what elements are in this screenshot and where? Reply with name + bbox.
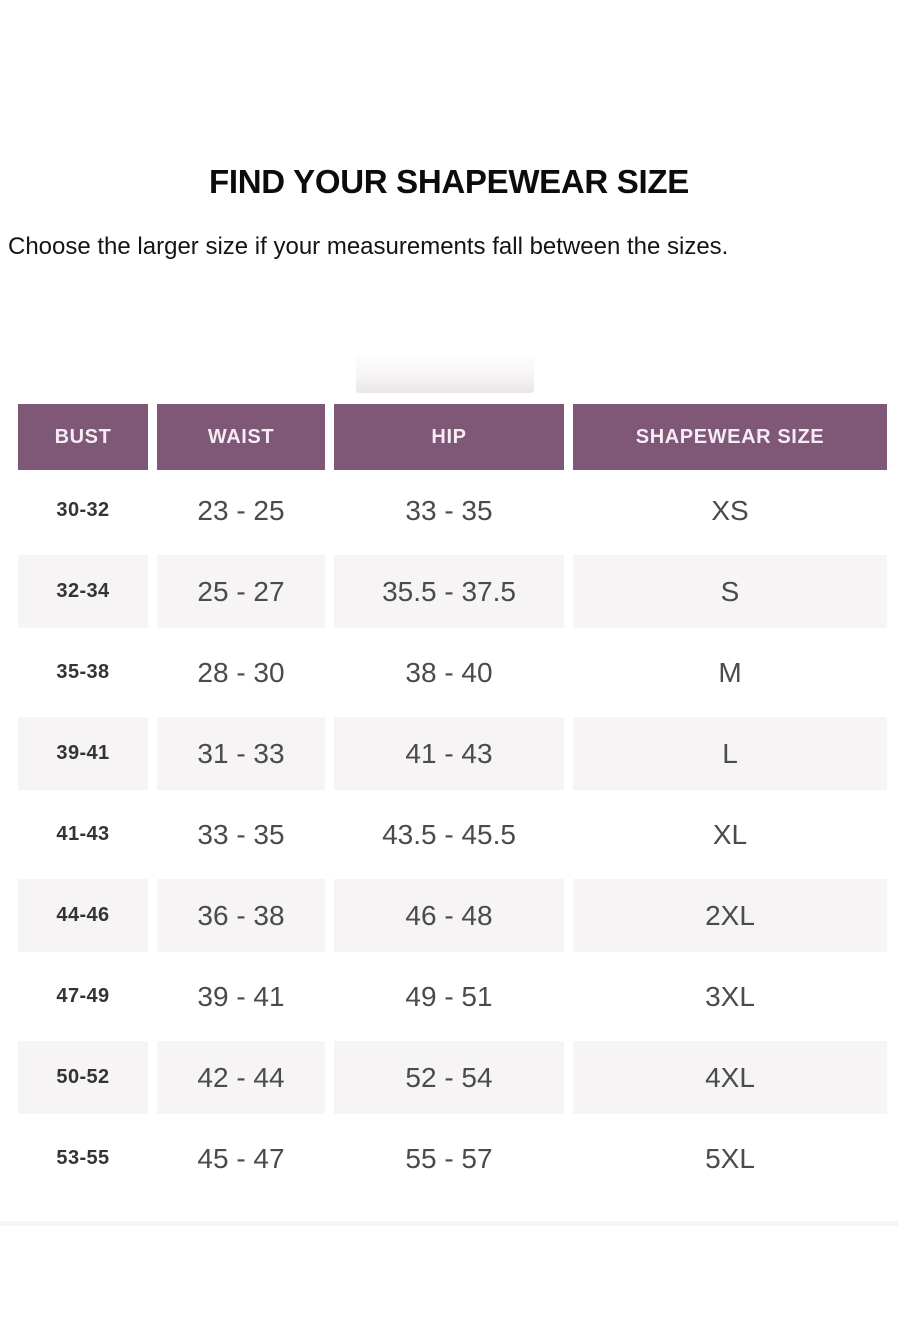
table-row-1-hip-cell: 35.5 - 37.5 [334, 551, 564, 632]
table-row-0-size-cell: XS [573, 470, 887, 551]
table-row-0-hip-cell: 33 - 35 [334, 470, 564, 551]
table-row-4-size-cell: XL [573, 794, 887, 875]
table-row-8-waist-cell: 45 - 47 [157, 1118, 325, 1199]
table-row-5-waist-cell: 36 - 38 [157, 875, 325, 956]
table-row-8-hip-cell: 55 - 57 [334, 1118, 564, 1199]
table-row-7-bust-cell: 50-52 [18, 1037, 148, 1118]
table-row-0-bust-cell: 30-32 [18, 470, 148, 551]
table-row-1-bust-cell: 32-34 [18, 551, 148, 632]
table-row-3-waist-cell: 31 - 33 [157, 713, 325, 794]
section-bottom-divider [0, 1221, 898, 1226]
table-row-4-hip-cell: 43.5 - 45.5 [334, 794, 564, 875]
table-row-6-hip-cell: 49 - 51 [334, 956, 564, 1037]
table-row-2-hip-cell: 38 - 40 [334, 632, 564, 713]
table-row-5-bust-cell: 44-46 [18, 875, 148, 956]
table-row-4-waist-cell: 33 - 35 [157, 794, 325, 875]
table-row-3-size-cell: L [573, 713, 887, 794]
table-row-7-size-cell: 4XL [573, 1037, 887, 1118]
table-row-7-waist-cell: 42 - 44 [157, 1037, 325, 1118]
table-row-3-hip-cell: 41 - 43 [334, 713, 564, 794]
table-row-5-size-cell: 2XL [573, 875, 887, 956]
header-cell-waist: WAIST [157, 404, 325, 470]
faded-artifact-decor [356, 356, 534, 393]
table-row-6-size-cell: 3XL [573, 956, 887, 1037]
table-row-2-size-cell: M [573, 632, 887, 713]
table-row-2-waist-cell: 28 - 30 [157, 632, 325, 713]
header-cell-size: SHAPEWEAR SIZE [573, 404, 887, 470]
table-row-6-waist-cell: 39 - 41 [157, 956, 325, 1037]
table-row-3-bust-cell: 39-41 [18, 713, 148, 794]
table-row-5-hip-cell: 46 - 48 [334, 875, 564, 956]
table-row-1-size-cell: S [573, 551, 887, 632]
table-row-0-waist-cell: 23 - 25 [157, 470, 325, 551]
table-row-8-size-cell: 5XL [573, 1118, 887, 1199]
size-chart-table: BUST WAIST HIP SHAPEWEAR SIZE 30-32 23 - 25 33… [18, 404, 887, 1199]
table-row-4-bust-cell: 41-43 [18, 794, 148, 875]
table-row-8-bust-cell: 53-55 [18, 1118, 148, 1199]
table-row-6-bust-cell: 47-49 [18, 956, 148, 1037]
page-title: FIND YOUR SHAPEWEAR SIZE [209, 163, 689, 200]
table-row-7-hip-cell: 52 - 54 [334, 1037, 564, 1118]
header-cell-bust: BUST [18, 404, 148, 470]
header-cell-hip: HIP [334, 404, 564, 470]
table-row-2-bust-cell: 35-38 [18, 632, 148, 713]
table-row-1-waist-cell: 25 - 27 [157, 551, 325, 632]
page-subtitle: Choose the larger size if your measureme… [8, 233, 729, 260]
